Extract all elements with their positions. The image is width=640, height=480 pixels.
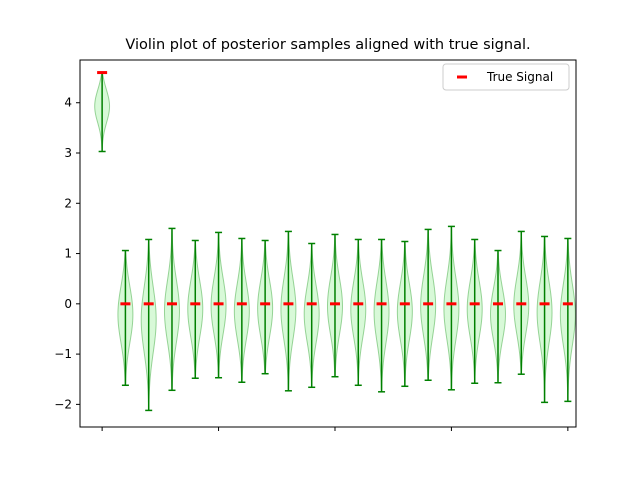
legend-true-signal-label: True Signal bbox=[486, 70, 553, 84]
legend-box bbox=[442, 63, 570, 91]
plot-frame bbox=[79, 59, 577, 428]
true-signal-layer bbox=[97, 71, 573, 306]
y-tick-label: −2 bbox=[54, 397, 72, 411]
y-tick-label: 0 bbox=[64, 297, 72, 311]
axes-layer: −2 −1 0 1 2 3 4 bbox=[54, 59, 577, 431]
y-tick-label: 3 bbox=[64, 146, 72, 160]
violins-layer bbox=[94, 71, 576, 412]
chart-title: Violin plot of posterior samples aligned… bbox=[125, 37, 530, 53]
y-tick-label: 2 bbox=[64, 196, 72, 210]
y-tick-label: 4 bbox=[64, 96, 72, 110]
y-tick-label: 1 bbox=[64, 247, 72, 261]
y-tick-label: −1 bbox=[54, 347, 72, 361]
legend: True Signal bbox=[442, 63, 570, 91]
